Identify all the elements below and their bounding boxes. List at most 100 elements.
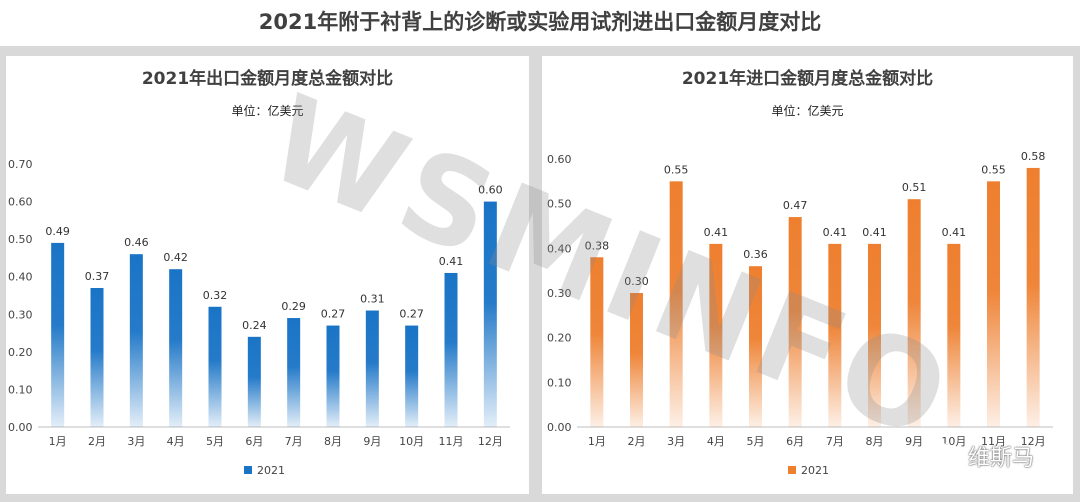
y-tick-label: 0.70	[8, 158, 33, 171]
x-tick-label: 3月	[127, 435, 145, 448]
y-tick-label: 0.50	[547, 198, 572, 211]
y-tick-label: 0.50	[8, 233, 33, 246]
y-tick-label: 0.30	[547, 287, 572, 300]
data-label: 0.49	[45, 225, 70, 238]
y-tick-label: 0.40	[8, 271, 33, 284]
x-tick-label: 1月	[588, 435, 606, 448]
x-tick-label: 2月	[628, 435, 646, 448]
export-chart-title: 2021年出口金额月度总金额对比	[141, 69, 394, 89]
import-chart-panel: 2021年进口金额月度总金额对比 单位：亿美元 0.00 0.10 0.20 0.30…	[542, 56, 1073, 494]
y-tick-label: 0.30	[8, 308, 33, 321]
legend-label: 2021	[257, 464, 285, 477]
x-tick-label: 4月	[707, 435, 725, 448]
bar	[947, 243, 961, 427]
data-label: 0.51	[902, 181, 927, 194]
x-tick-label: 11月	[981, 435, 1006, 448]
export-chart-svg: 0.00 0.10 0.20 0.30 0.40 0.50 0.60 0.70 0.49 1月 0.…	[8, 158, 510, 477]
bar	[669, 181, 683, 427]
data-label: 0.46	[124, 236, 149, 249]
x-tick-label: 7月	[285, 435, 303, 448]
data-label: 0.24	[242, 319, 267, 332]
x-tick-label: 2月	[88, 435, 106, 448]
brand-badge: 维斯马	[928, 441, 1078, 471]
bar	[907, 199, 921, 427]
x-tick-label: 12月	[1021, 435, 1046, 448]
bar	[129, 254, 143, 427]
export-chart-unit: 单位：亿美元	[231, 104, 304, 118]
legend-swatch	[788, 466, 796, 474]
data-label: 0.41	[823, 226, 848, 239]
bar	[287, 318, 301, 427]
bar	[169, 269, 183, 427]
legend-swatch	[244, 466, 252, 474]
bar	[1026, 167, 1040, 427]
y-tick-label: 0.20	[8, 346, 33, 359]
x-tick-label: 5月	[206, 435, 224, 448]
bar	[90, 287, 104, 427]
bar	[987, 181, 1000, 427]
x-tick-label: 8月	[866, 435, 884, 448]
bar	[828, 243, 842, 427]
x-tick-label: 9月	[905, 435, 923, 448]
data-label: 0.41	[862, 226, 887, 239]
y-tick-label: 0.00	[8, 421, 33, 434]
bar	[208, 306, 222, 427]
brand-name: 维斯马	[968, 446, 1035, 471]
import-chart-title: 2021年进口金额月度总金额对比	[681, 69, 934, 89]
bar	[749, 266, 762, 427]
data-label: 0.41	[704, 226, 729, 239]
x-tick-label: 9月	[363, 435, 381, 448]
data-label: 0.27	[321, 308, 346, 321]
wechat-icon	[929, 443, 960, 468]
y-tick-label: 0.20	[547, 332, 572, 345]
x-tick-label: 6月	[786, 435, 804, 448]
data-label: 0.30	[624, 275, 649, 288]
y-tick-label: 0.00	[547, 421, 572, 434]
data-label: 0.60	[478, 184, 503, 197]
legend-label: 2021	[801, 464, 829, 477]
x-tick-label: 7月	[826, 435, 844, 448]
import-chart-unit: 单位：亿美元	[771, 104, 844, 118]
y-tick-label: 0.60	[8, 196, 33, 209]
x-tick-label: 3月	[667, 435, 685, 448]
data-label: 0.36	[743, 248, 768, 261]
data-label: 0.27	[399, 308, 424, 321]
bar	[444, 272, 458, 427]
y-tick-label: 0.10	[547, 376, 572, 389]
data-label: 0.42	[163, 251, 188, 264]
data-label: 0.41	[942, 226, 967, 239]
bar	[326, 325, 340, 427]
y-tick-label: 0.10	[8, 383, 33, 396]
data-label: 0.29	[281, 300, 306, 313]
data-label: 0.32	[203, 289, 228, 302]
x-tick-label: 1月	[49, 435, 67, 448]
import-chart-svg: 0.00 0.10 0.20 0.30 0.40 0.50 0.60 0.38 1月 0.30 2月…	[547, 150, 1053, 477]
x-tick-label: 8月	[324, 435, 342, 448]
bar	[788, 217, 802, 427]
bar	[483, 201, 497, 427]
y-tick-label: 0.40	[547, 242, 572, 255]
bar	[590, 257, 604, 427]
x-tick-label: 10月	[399, 435, 424, 448]
data-label: 0.55	[981, 163, 1006, 176]
x-tick-label: 4月	[167, 435, 185, 448]
bar	[365, 310, 379, 427]
bar	[405, 325, 419, 427]
bar	[51, 242, 65, 427]
data-label: 0.31	[360, 293, 385, 306]
data-label: 0.41	[439, 255, 464, 268]
x-tick-label: 5月	[747, 435, 765, 448]
bar	[709, 243, 723, 427]
data-label: 0.58	[1021, 150, 1046, 163]
data-label: 0.37	[85, 270, 110, 283]
y-tick-label: 0.60	[547, 153, 572, 166]
data-label: 0.47	[783, 199, 808, 212]
page-title: 2021年附于衬背上的诊断或实验用试剂进出口金额月度对比	[258, 10, 822, 34]
x-tick-label: 12月	[478, 435, 503, 448]
export-chart-panel: 2021年出口金额月度总金额对比 单位：亿美元 0.00 0.10 0.20 0.30…	[6, 56, 529, 494]
bar	[868, 243, 881, 427]
x-tick-label: 11月	[439, 435, 464, 448]
bar	[630, 293, 643, 427]
data-label: 0.38	[585, 239, 610, 252]
x-tick-label: 6月	[245, 435, 263, 448]
